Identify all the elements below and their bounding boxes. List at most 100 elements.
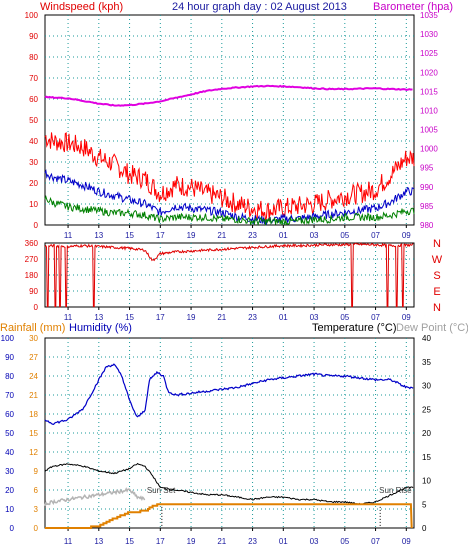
compass-label: E bbox=[433, 286, 440, 298]
temperature-tick-label: 10 bbox=[422, 477, 431, 486]
barometer-tick-label: 1025 bbox=[420, 49, 438, 58]
humidity-tick-label: 90 bbox=[5, 353, 14, 362]
direction-panel-xtick-label: 07 bbox=[371, 313, 380, 322]
rainfall-tick-label: 15 bbox=[29, 429, 38, 438]
temp-panel-xtick-label: 09 bbox=[402, 537, 411, 546]
rainfall-tick-label: 27 bbox=[29, 353, 38, 362]
barometer-tick-label: 1030 bbox=[420, 30, 438, 39]
average-series bbox=[44, 168, 415, 226]
windspeed-tick-label: 80 bbox=[29, 53, 38, 62]
barometer-tick-label: 980 bbox=[420, 221, 434, 230]
temp-panel-xtick-label: 13 bbox=[94, 537, 103, 546]
direction-tick-label: 0 bbox=[34, 303, 39, 312]
rainfall-tick-label: 30 bbox=[29, 334, 38, 343]
windspeed-tick-label: 60 bbox=[29, 95, 38, 104]
rainfall-axis-label: Rainfall (mm) bbox=[0, 322, 65, 334]
direction-series bbox=[44, 242, 414, 308]
barometer-tick-label: 990 bbox=[420, 183, 434, 192]
barometer-series bbox=[44, 84, 413, 107]
windspeed-tick-label: 20 bbox=[29, 179, 38, 188]
direction-panel-xtick-label: 17 bbox=[156, 313, 165, 322]
temperature-tick-label: 5 bbox=[422, 500, 427, 509]
direction-panel-xtick-label: 01 bbox=[279, 313, 288, 322]
direction-panel-xtick-label: 23 bbox=[248, 313, 257, 322]
low-series bbox=[44, 194, 415, 227]
rainfall-tick-label: 24 bbox=[29, 372, 38, 381]
wind-panel-xtick-label: 03 bbox=[310, 231, 319, 240]
temp-panel-xtick-label: 01 bbox=[279, 537, 288, 546]
humidity-tick-label: 20 bbox=[5, 486, 14, 495]
temperature-tick-label: 20 bbox=[422, 429, 431, 438]
wind-panel-xtick-label: 19 bbox=[187, 231, 196, 240]
rainfall-tick-label: 0 bbox=[34, 524, 39, 533]
windspeed-tick-label: 70 bbox=[29, 74, 38, 83]
temperature-tick-label: 35 bbox=[422, 358, 431, 367]
rainfall-series bbox=[45, 503, 413, 529]
humidity-series bbox=[44, 363, 414, 426]
barometer-tick-label: 1010 bbox=[420, 106, 438, 115]
sunset-label: Sun Set bbox=[147, 486, 176, 495]
dewpoint-axis-label: Dew Point (°C) bbox=[396, 322, 468, 334]
humidity-tick-label: 0 bbox=[10, 524, 15, 533]
temperature-series bbox=[44, 462, 414, 506]
windspeed-tick-label: 30 bbox=[29, 158, 38, 167]
barometer-tick-label: 995 bbox=[420, 164, 434, 173]
dewpoint-series bbox=[44, 487, 146, 506]
humidity-tick-label: 40 bbox=[5, 448, 14, 457]
rainfall-tick-label: 18 bbox=[29, 410, 38, 419]
compass-label: N bbox=[433, 302, 441, 314]
wind-panel-xtick-label: 09 bbox=[402, 231, 411, 240]
temperature-tick-label: 15 bbox=[422, 453, 431, 462]
compass-label: N bbox=[433, 238, 441, 250]
temp-panel-xtick-label: 03 bbox=[310, 537, 319, 546]
humidity-tick-label: 30 bbox=[5, 467, 14, 476]
humidity-tick-label: 80 bbox=[5, 372, 14, 381]
humidity-tick-label: 100 bbox=[1, 334, 15, 343]
windspeed-tick-label: 90 bbox=[29, 32, 38, 41]
barometer-tick-label: 1015 bbox=[420, 87, 438, 96]
gust-series bbox=[44, 132, 415, 222]
humidity-tick-label: 50 bbox=[5, 429, 14, 438]
direction-panel-xtick-label: 13 bbox=[94, 313, 103, 322]
direction-panel-xtick-label: 09 bbox=[402, 313, 411, 322]
rainfall-tick-label: 12 bbox=[29, 448, 38, 457]
temperature-tick-label: 0 bbox=[422, 524, 427, 533]
compass-label: W bbox=[432, 254, 443, 266]
direction-panel-xtick-label: 21 bbox=[217, 313, 226, 322]
direction-tick-label: 270 bbox=[25, 255, 39, 264]
rainfall-tick-label: 3 bbox=[34, 505, 39, 514]
direction-panel-xtick-label: 05 bbox=[340, 313, 349, 322]
rainfall-tick-label: 6 bbox=[34, 486, 39, 495]
sunrise-label: Sun Rise bbox=[379, 486, 412, 495]
temperature-tick-label: 25 bbox=[422, 405, 431, 414]
wind-panel-xtick-label: 17 bbox=[156, 231, 165, 240]
temperature-axis-label: Temperature (°C) bbox=[312, 322, 396, 334]
barometer-tick-label: 1020 bbox=[420, 68, 438, 77]
humidity-axis-label: Humidity (%) bbox=[69, 322, 132, 334]
wind-panel-xtick-label: 13 bbox=[94, 231, 103, 240]
temp-panel-xtick-label: 17 bbox=[156, 537, 165, 546]
barometer-tick-label: 985 bbox=[420, 202, 434, 211]
wind-panel-xtick-label: 07 bbox=[371, 231, 380, 240]
rainfall-tick-label: 9 bbox=[34, 467, 39, 476]
temp-panel-xtick-label: 21 bbox=[217, 537, 226, 546]
chart-title: 24 hour graph day : 02 August 2013 bbox=[172, 1, 347, 13]
temp-panel-xtick-label: 05 bbox=[340, 537, 349, 546]
humidity-tick-label: 70 bbox=[5, 391, 14, 400]
direction-panel-xtick-label: 11 bbox=[64, 313, 73, 322]
compass-label: S bbox=[433, 270, 440, 282]
barometer-tick-label: 1005 bbox=[420, 126, 438, 135]
temp-panel-xtick-label: 23 bbox=[248, 537, 257, 546]
direction-tick-label: 90 bbox=[29, 287, 38, 296]
direction-panel-xtick-label: 19 bbox=[187, 313, 196, 322]
windspeed-tick-label: 100 bbox=[25, 11, 39, 20]
direction-tick-label: 360 bbox=[25, 239, 39, 248]
humidity-tick-label: 10 bbox=[5, 505, 14, 514]
windspeed-axis-label: Windspeed (kph) bbox=[40, 1, 123, 13]
temp-panel-xtick-label: 19 bbox=[187, 537, 196, 546]
windspeed-tick-label: 50 bbox=[29, 116, 38, 125]
wind-panel-xtick-label: 05 bbox=[340, 231, 349, 240]
wind-panel-xtick-label: 11 bbox=[64, 231, 73, 240]
temp-panel-xtick-label: 15 bbox=[125, 537, 134, 546]
